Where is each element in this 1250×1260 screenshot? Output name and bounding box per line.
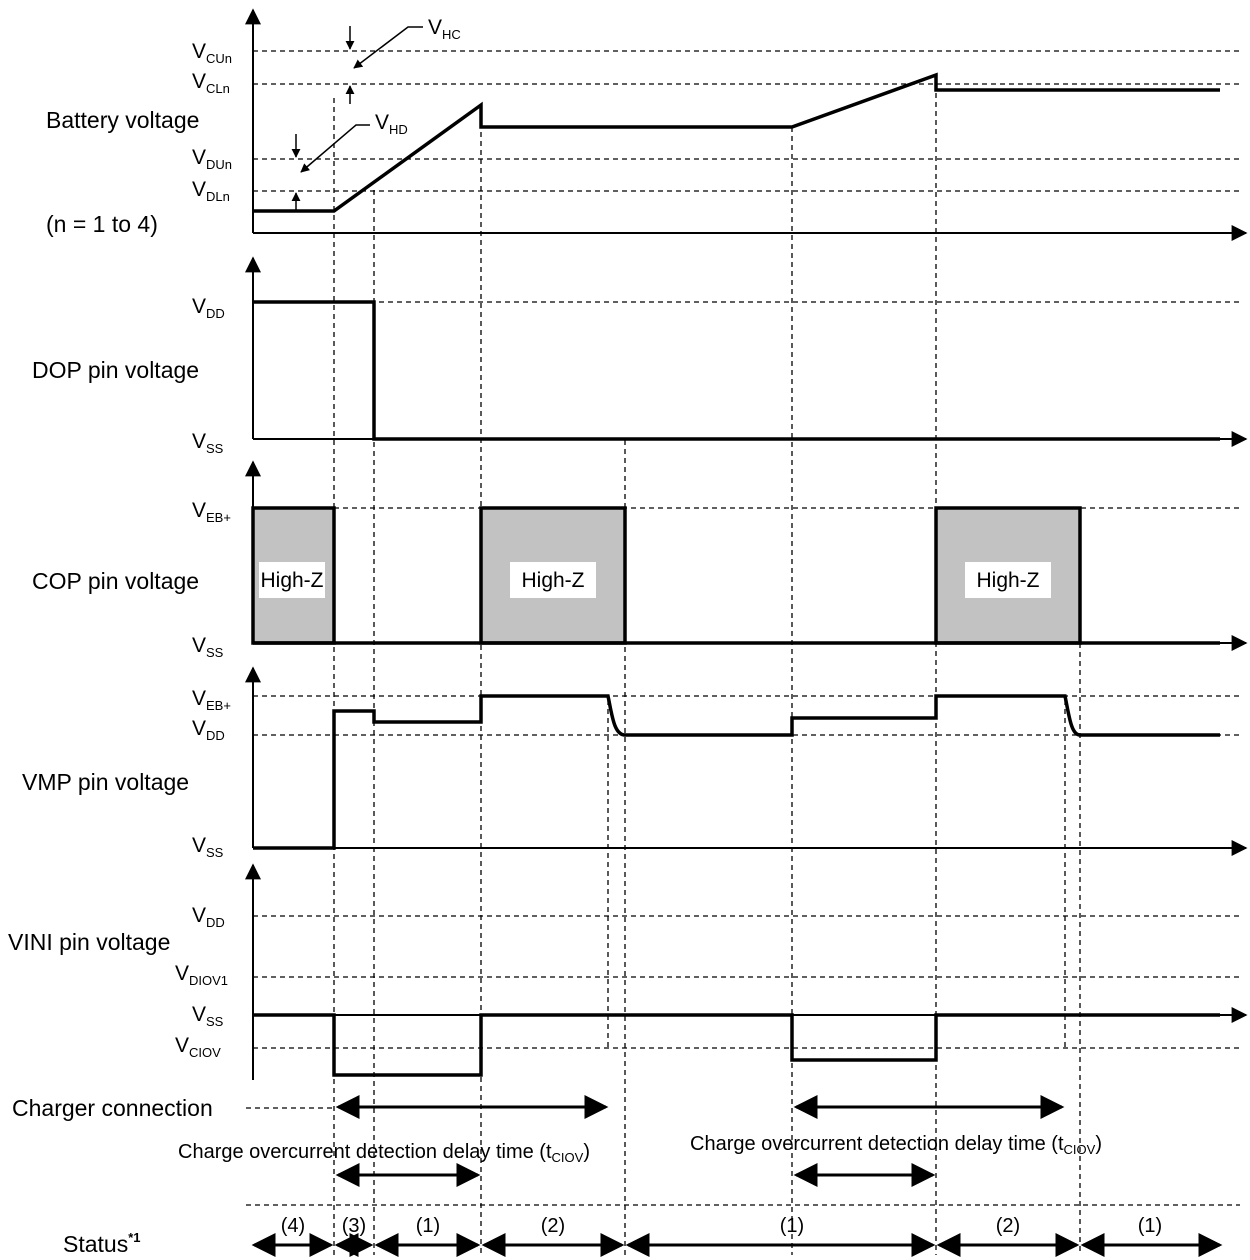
vmp-voltage-panel: VMP pin voltage VEB+ VDD VSS [22,666,1248,860]
vini-voltage-label: VINI pin voltage [8,929,170,955]
highz-region-2 [479,506,627,645]
vmp-level-vss: VSS [192,834,224,860]
vmp-level-veb: VEB+ [192,687,231,713]
vini-level-vdiov1: VDIOV1 [175,962,228,988]
delay-label-2: Charge overcurrent detection delay time … [690,1133,1102,1157]
status-interval-7: (1) [1138,1215,1162,1237]
vini-voltage-panel: VINI pin voltage VDD VDIOV1 VSS VCIOV [8,863,1248,1080]
charger-connection-row: Charger connection Charge overcurrent de… [12,1095,1102,1187]
vini-level-vdd: VDD [192,904,225,930]
status-interval-1: (4) [281,1215,305,1237]
status-interval-4: (2) [541,1215,565,1237]
vini-level-vciov: VCIOV [175,1034,221,1060]
level-vdln: VDLn [192,178,230,204]
battery-voltage-label: Battery voltage [46,107,199,133]
battery-voltage-panel: Battery voltage (n = 1 to 4) VCUn VCLn V… [46,8,1248,241]
level-vdun: VDUn [192,146,232,172]
battery-range-note: (n = 1 to 4) [46,211,158,237]
vmp-voltage-trace [253,694,1220,850]
status-interval-5: (1) [780,1215,804,1237]
vmp-voltage-label: VMP pin voltage [22,769,189,795]
battery-voltage-trace [253,72,1220,213]
highz-label-3: High-Z [976,569,1039,592]
vini-level-vss: VSS [192,1003,224,1029]
status-row: Status*1 (4) (3) (1) (2) (1) (2) (1) [63,1204,1240,1257]
highz-label-2: High-Z [521,569,584,592]
highz-label-1: High-Z [260,569,323,592]
charger-connection-label: Charger connection [12,1095,213,1121]
dop-voltage-label: DOP pin voltage [32,357,199,383]
status-label: Status*1 [63,1230,141,1257]
status-interval-2: (3) [342,1215,366,1237]
vhc-callout: VHC [345,16,461,104]
level-vcun: VCUn [192,40,232,66]
vhd-callout: VHD [291,111,408,212]
vini-voltage-trace [253,1013,1220,1077]
dop-level-vdd: VDD [192,295,225,321]
dop-voltage-trace [253,300,1220,441]
cop-voltage-panel: High-Z High-Z High-Z COP pin voltage VEB… [32,460,1248,660]
vmp-level-vdd: VDD [192,717,225,743]
dop-level-vss: VSS [192,430,224,456]
event-markers [333,75,1081,1255]
svg-text:VHC: VHC [428,16,461,42]
status-interval-3: (1) [416,1215,440,1237]
cop-level-veb: VEB+ [192,499,231,525]
dop-voltage-panel: DOP pin voltage VDD VSS [32,256,1248,456]
cop-level-vss: VSS [192,634,224,660]
level-vcln: VCLn [192,70,230,96]
svg-text:VHD: VHD [375,111,408,137]
cop-voltage-label: COP pin voltage [32,568,199,594]
status-interval-6: (2) [996,1215,1020,1237]
delay-label-1: Charge overcurrent detection delay time … [178,1141,590,1165]
